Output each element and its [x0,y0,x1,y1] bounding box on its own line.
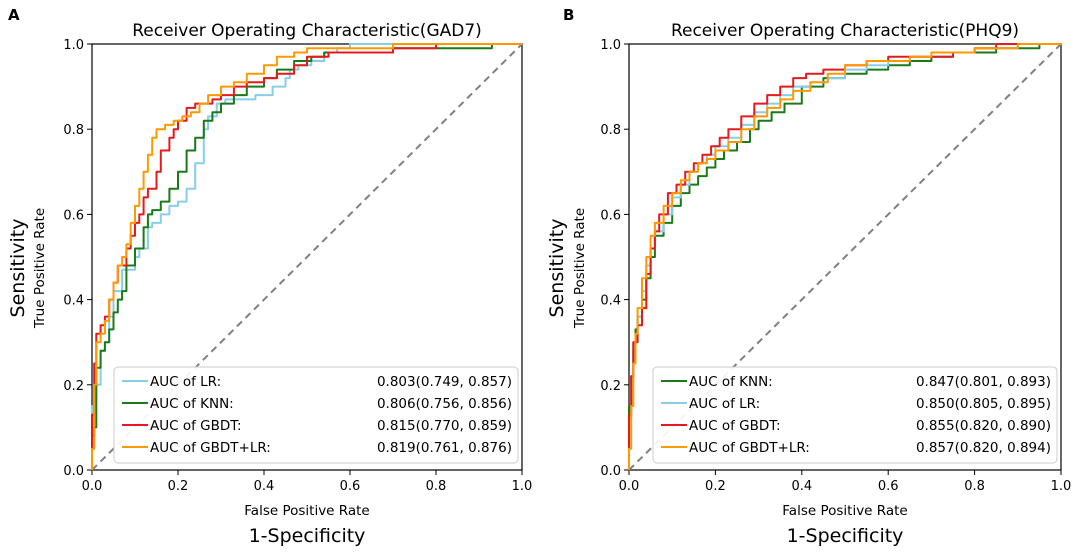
panel-b-legend-label-1: AUC of KNN: [689,374,773,390]
panel-b-title: Receiver Operating Characteristic(PHQ9) [671,21,1019,41]
panel-b-legend-label-4: AUC of GBDT+LR: [689,440,810,456]
panel-a-legend-box [113,366,519,464]
panel-a-legend-auc-1: 0.803(0.749, 0.857) [377,374,512,390]
panel-b-legend-label-2: AUC of LR: [689,396,760,412]
panel-a-xtick-label: 0.4 [254,479,275,494]
panel-b-xtick-label: 0.4 [791,479,812,494]
panel-a-xtick-label: 0.2 [168,479,189,494]
panel-a-ytick-label: 0.2 [63,379,84,394]
panel-b-xtick-label: 0.8 [964,479,985,494]
panel-b-xtick-label: 0.6 [878,479,899,494]
panel-b-ytick-label: 0.6 [600,208,621,223]
panel-b-plot-frame [628,43,1062,471]
panel-a-ytick-label: 0.8 [63,123,84,138]
panel-b-xtick-label: 0.0 [619,479,640,494]
panel-a-ytick-label: 0.6 [63,208,84,223]
panel-b-xlabel: False Positive Rate [782,503,907,519]
panel-a-series-line-2 [91,43,522,470]
panel-b-ytick-label: 0.2 [600,379,621,394]
panel-a-series-line-4 [91,43,522,470]
panel-a-letter: A [8,6,20,24]
panel-a-xlabel2: 1-Specificity [249,525,366,547]
panel-a-ytick-label: 1.0 [63,38,84,53]
panel-b-xlabel2: 1-Specificity [787,525,904,547]
panel-a-title: Receiver Operating Characteristic(GAD7) [132,21,482,41]
panel-b-legend-auc-2: 0.850(0.805, 0.895) [916,396,1051,412]
panel-b-series-line-4 [628,43,1061,470]
panel-a-xtick-label: 1.0 [512,479,533,494]
panel-b-xtick-label: 1.0 [1051,479,1072,494]
panel-b-ylabel2: Sensitivity [546,219,568,318]
panel-a-ytick-label: 0.4 [63,294,84,309]
panel-a-xtick-label: 0.0 [82,479,103,494]
panel-a-legend-auc-3: 0.815(0.770, 0.859) [377,418,512,434]
panel-a-legend-label-1: AUC of LR: [150,374,221,390]
panel-a-xlabel: False Positive Rate [244,503,369,519]
panel-b-legend-label-3: AUC of GBDT: [689,418,781,434]
panel-b-series-line-3 [628,43,1061,470]
panel-b-ytick-label: 0.4 [600,294,621,309]
panel-b-legend-auc-1: 0.847(0.801, 0.893) [916,374,1051,390]
panel-a-legend-auc-2: 0.806(0.756, 0.856) [377,396,512,412]
panel-a-ylabel: True Positive Rate [32,208,48,329]
panel-b-ytick-label: 0.8 [600,123,621,138]
panel-b-ytick-label: 1.0 [600,38,621,53]
panel-a-ytick-label: 0.0 [63,464,84,479]
panel-a-legend-auc-4: 0.819(0.761, 0.876) [377,440,512,456]
panel-b-legend-box [652,366,1058,464]
panel-a-xtick-label: 0.8 [426,479,447,494]
panel-b-xtick-label: 0.2 [705,479,726,494]
panel-a-legend-label-2: AUC of KNN: [150,396,234,412]
panel-b-ylabel: True Positive Rate [572,208,588,329]
panel-a-legend-label-3: AUC of GBDT: [150,418,242,434]
panel-a-legend-label-4: AUC of GBDT+LR: [150,440,271,456]
panel-b-legend-auc-3: 0.855(0.820, 0.890) [916,418,1051,434]
panel-a-xtick-label: 0.6 [340,479,361,494]
panel-a-plot-frame [91,43,523,471]
panel-b-legend-auc-4: 0.857(0.820, 0.894) [916,440,1051,456]
panel-a-ylabel2: Sensitivity [7,219,29,318]
panel-b-letter: B [563,6,574,24]
panel-b-ytick-label: 0.0 [600,464,621,479]
